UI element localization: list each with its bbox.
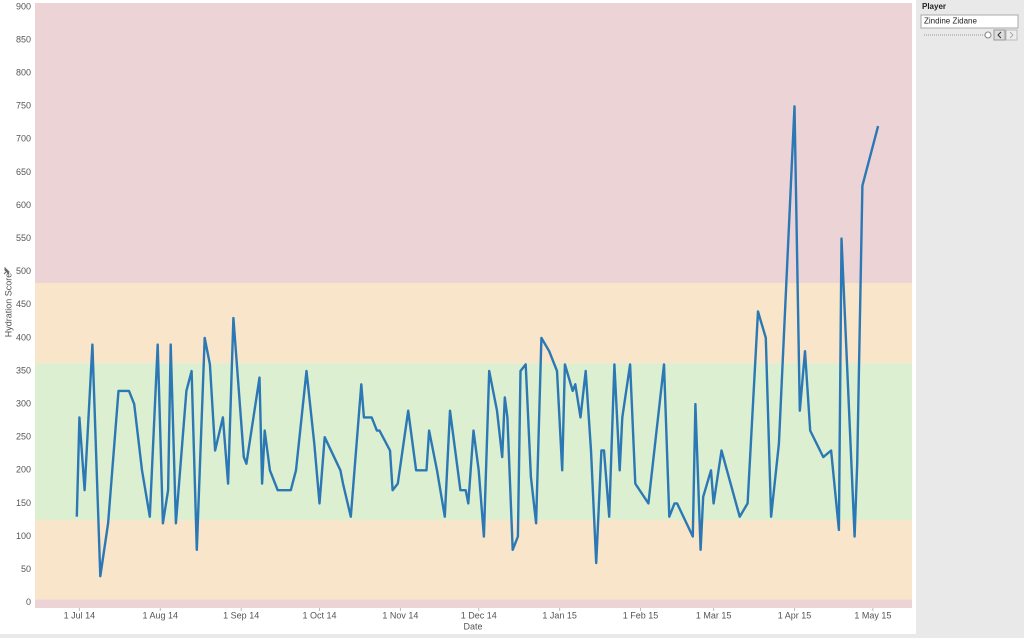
side-panel xyxy=(916,0,1024,638)
reference-band xyxy=(35,3,912,283)
y-tick-label: 250 xyxy=(16,432,31,442)
y-tick-label: 750 xyxy=(16,101,31,111)
player-dropdown[interactable] xyxy=(920,14,1019,29)
x-tick-label: 1 Sep 14 xyxy=(223,610,259,620)
y-tick-label: 200 xyxy=(16,465,31,475)
y-tick-label: 850 xyxy=(16,34,31,44)
x-tick-label: 1 Mar 15 xyxy=(696,610,732,620)
next-button[interactable] xyxy=(1005,29,1018,41)
y-tick-label: 600 xyxy=(16,200,31,210)
data-line xyxy=(75,105,880,578)
y-tick-label: 50 xyxy=(21,564,31,574)
y-axis-title: Hydration Score xyxy=(3,273,13,338)
y-tick-label: 800 xyxy=(16,68,31,78)
y-tick-label: 150 xyxy=(16,498,31,508)
y-tick-label: 450 xyxy=(16,299,31,309)
y-tick-label: 350 xyxy=(16,365,31,375)
x-tick-label: 1 Apr 15 xyxy=(778,610,812,620)
player-value: Zindine Zidane xyxy=(924,17,977,26)
reference-band xyxy=(35,282,912,364)
reference-band xyxy=(35,599,912,608)
x-tick-label: 1 Aug 14 xyxy=(143,610,179,620)
next-arrow xyxy=(1009,31,1014,39)
y-tick-label: 0 xyxy=(26,597,31,607)
x-tick-label: 1 Feb 15 xyxy=(623,610,659,620)
y-tick-label: 100 xyxy=(16,531,31,541)
y-tick-label: 500 xyxy=(16,266,31,276)
y-tick-label: 900 xyxy=(16,1,31,11)
y-tick-label: 700 xyxy=(16,134,31,144)
prev-arrow xyxy=(997,31,1002,39)
x-tick-label: 1 Jan 15 xyxy=(542,610,577,620)
y-tick-label: 400 xyxy=(16,332,31,342)
slider-knob[interactable] xyxy=(984,31,992,39)
filter-title: Player xyxy=(922,2,946,11)
x-axis-title: Date xyxy=(463,621,482,631)
bottom-strip xyxy=(0,634,916,638)
x-tick-label: 1 Nov 14 xyxy=(382,610,418,620)
y-tick-label: 650 xyxy=(16,167,31,177)
pin-icon xyxy=(3,266,10,275)
x-tick-label: 1 May 15 xyxy=(854,610,891,620)
reference-band xyxy=(35,519,912,600)
prev-button[interactable] xyxy=(993,29,1006,41)
x-tick-label: 1 Jul 14 xyxy=(64,610,96,620)
y-tick-label: 300 xyxy=(16,399,31,409)
x-tick-label: 1 Dec 14 xyxy=(461,610,497,620)
y-tick-label: 550 xyxy=(16,233,31,243)
plot: 0 50 100 150 200 250 300 350 400 450 500 550 600 650 7… xyxy=(16,1,912,620)
x-tick-label: 1 Oct 14 xyxy=(302,610,336,620)
